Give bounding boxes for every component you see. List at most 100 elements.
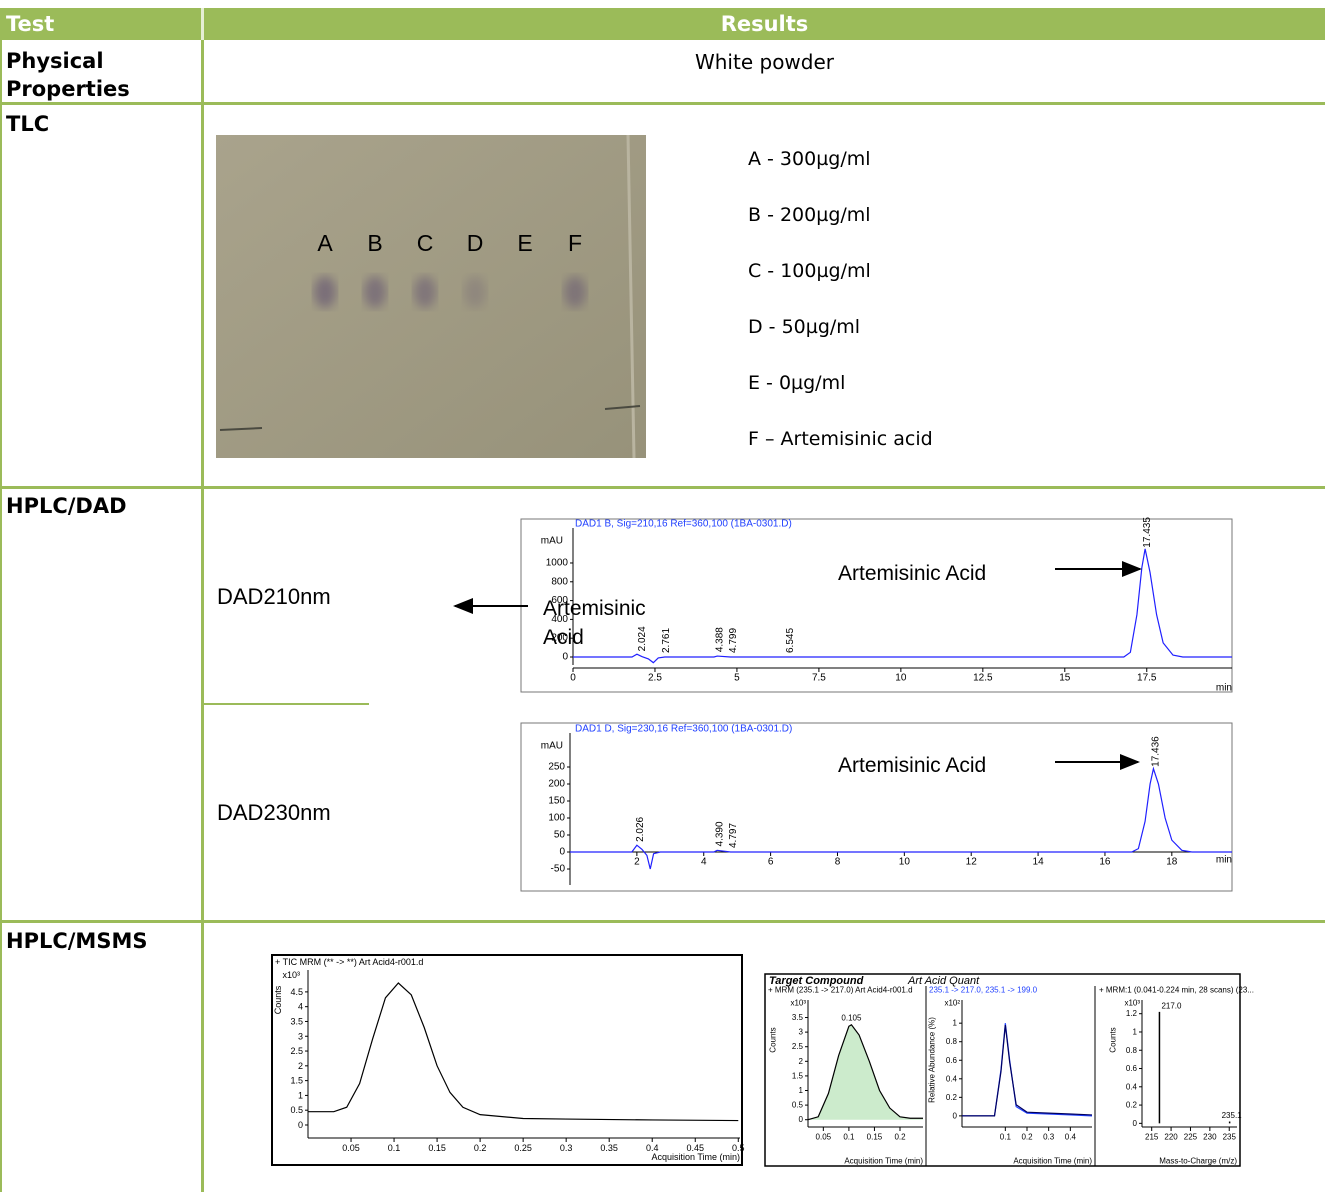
y-tick-label: 400 xyxy=(551,614,568,625)
y-tick-label: 0.2 xyxy=(1126,1101,1138,1110)
test-name: Physical Properties xyxy=(6,49,130,101)
x-tick-label: 0.2 xyxy=(1021,1133,1033,1142)
x-tick-label: 2 xyxy=(634,857,640,868)
x-tick-label: 14 xyxy=(1033,857,1045,868)
y-tick-label: 0.5 xyxy=(792,1101,804,1110)
plate-edge xyxy=(626,134,636,459)
line xyxy=(570,766,1232,870)
x-tick-label: 0.45 xyxy=(686,1143,704,1153)
header-bar xyxy=(0,8,1325,40)
y-tick-label: 2 xyxy=(298,1061,303,1071)
x-tick-label: 6 xyxy=(768,857,774,868)
x-tick-label: 0.2 xyxy=(474,1143,487,1153)
x-tick-label: 0.35 xyxy=(600,1143,618,1153)
y-tick-label: 0 xyxy=(559,847,565,858)
x-tick-label: 0.3 xyxy=(560,1143,573,1153)
y-tick-label: 0 xyxy=(953,1111,958,1120)
y-tick-label: 200 xyxy=(548,779,565,790)
tlc-legend-item: F – Artemisinic acid xyxy=(748,428,933,450)
peak-label: 235.1 xyxy=(1222,1111,1243,1120)
tlc-legend-item: E - 0µg/ml xyxy=(748,372,846,394)
x-tick-label: 0.3 xyxy=(1043,1133,1055,1142)
figure-subtitle: Art Acid Quant xyxy=(907,975,980,987)
y-axis-label: Counts xyxy=(273,985,283,1014)
y-tick-label: 0.8 xyxy=(1126,1046,1138,1055)
tlc-legend-item: A - 300µg/ml xyxy=(748,148,871,170)
x-tick-label: 0.1 xyxy=(388,1143,401,1153)
chart-title: + MRM (235.1 -> 217.0) Art Acid4-r001.d xyxy=(768,986,913,995)
y-tick-label: 0.8 xyxy=(946,1037,958,1046)
x-tick-label: 0.2 xyxy=(894,1133,906,1142)
lane-label: D xyxy=(467,230,484,256)
x-tick-label: 15 xyxy=(1059,673,1071,684)
chart-frame xyxy=(520,518,1233,693)
x-tick-label: 18 xyxy=(1166,857,1178,868)
tlc-legend-item: C - 100µg/ml xyxy=(748,260,871,282)
border xyxy=(201,40,204,1192)
x-tick-label: 2.5 xyxy=(648,673,662,684)
tlc-spot xyxy=(464,276,486,308)
y-tick-label: 0.6 xyxy=(1126,1064,1138,1073)
y-tick-label: 250 xyxy=(548,762,565,773)
tlc-spot xyxy=(364,276,386,308)
test-name: HPLC/DAD xyxy=(6,494,127,518)
peak-label: 6.545 xyxy=(785,628,796,653)
y-tick-label: 0.5 xyxy=(290,1105,303,1115)
chart-title: DAD1 B, Sig=210,16 Ref=360,100 (1BA-0301… xyxy=(575,519,792,530)
plate-mark xyxy=(219,427,263,431)
x-tick-label: 220 xyxy=(1164,1133,1178,1142)
test-name: HPLC/MSMS xyxy=(6,929,148,953)
x-axis-label: Mass-to-Charge (m/z) xyxy=(1159,1157,1237,1166)
y-axis-label: mAU xyxy=(541,536,563,547)
y-tick-label: 4 xyxy=(298,1002,303,1012)
tlc-spot xyxy=(564,276,586,308)
y-tick-label: 800 xyxy=(551,576,568,587)
header-test: Test xyxy=(6,12,55,36)
x-tick-label: 8 xyxy=(835,857,841,868)
x-tick-label: 0.1 xyxy=(1000,1133,1012,1142)
chart-title: + MRM:1 (0.041-0.224 min, 28 scans) (23.… xyxy=(1099,986,1254,995)
chart-frame xyxy=(271,954,743,1166)
y-tick-label: 0 xyxy=(1133,1119,1138,1128)
x-axis-label: Acquisition Time (min) xyxy=(651,1152,740,1162)
x-tick-label: 5 xyxy=(734,673,740,684)
y-tick-label: 3 xyxy=(298,1031,303,1041)
header-divider xyxy=(201,8,204,40)
y-tick-label: 3 xyxy=(799,1028,804,1037)
lane-label: B xyxy=(367,230,382,256)
annotation: Artemisinic Acid xyxy=(543,597,646,649)
border xyxy=(0,486,1325,489)
chart-title: + TIC MRM (** -> **) Art Acid4-r001.d xyxy=(275,957,423,967)
y-tick-label: 150 xyxy=(548,796,565,807)
x-tick-label: 10 xyxy=(899,857,911,868)
y-tick-label: 4.5 xyxy=(290,987,303,997)
x-tick-label: 0.1 xyxy=(843,1133,855,1142)
y-tick-label: 2.5 xyxy=(290,1046,303,1056)
y-tick-label: 0 xyxy=(562,652,568,663)
figure-title: Target Compound xyxy=(769,975,864,987)
x-tick-label: 12 xyxy=(966,857,978,868)
x-tick-label: 235 xyxy=(1223,1133,1237,1142)
x-tick-label: 4 xyxy=(701,857,707,868)
peak-label: 0.105 xyxy=(841,1013,862,1022)
peak-label: 4.799 xyxy=(728,628,739,653)
border xyxy=(0,920,1325,923)
line xyxy=(807,1024,923,1121)
tlc-spot xyxy=(314,276,336,308)
line xyxy=(962,1024,1093,1117)
tlc-legend-item: D - 50µg/ml xyxy=(748,316,861,338)
x-tick-label: 215 xyxy=(1145,1133,1159,1142)
chart-title: 235.1 -> 217.0, 235.1 -> 199.0 xyxy=(929,986,1038,995)
y-axis-label: mAU xyxy=(541,741,563,752)
tlc-legend-item: B - 200µg/ml xyxy=(748,204,871,226)
peak-label: 217.0 xyxy=(1161,1001,1182,1010)
peak-label: 2.024 xyxy=(637,626,648,651)
lane-label: A xyxy=(317,230,333,256)
x-tick-label: 10 xyxy=(895,673,907,684)
x-tick-label: 0.4 xyxy=(646,1143,659,1153)
y-tick-label: 1000 xyxy=(546,557,569,568)
lane-label: F xyxy=(568,230,582,256)
y-tick-label: 0.6 xyxy=(946,1056,958,1065)
lane-label: C xyxy=(417,230,434,256)
